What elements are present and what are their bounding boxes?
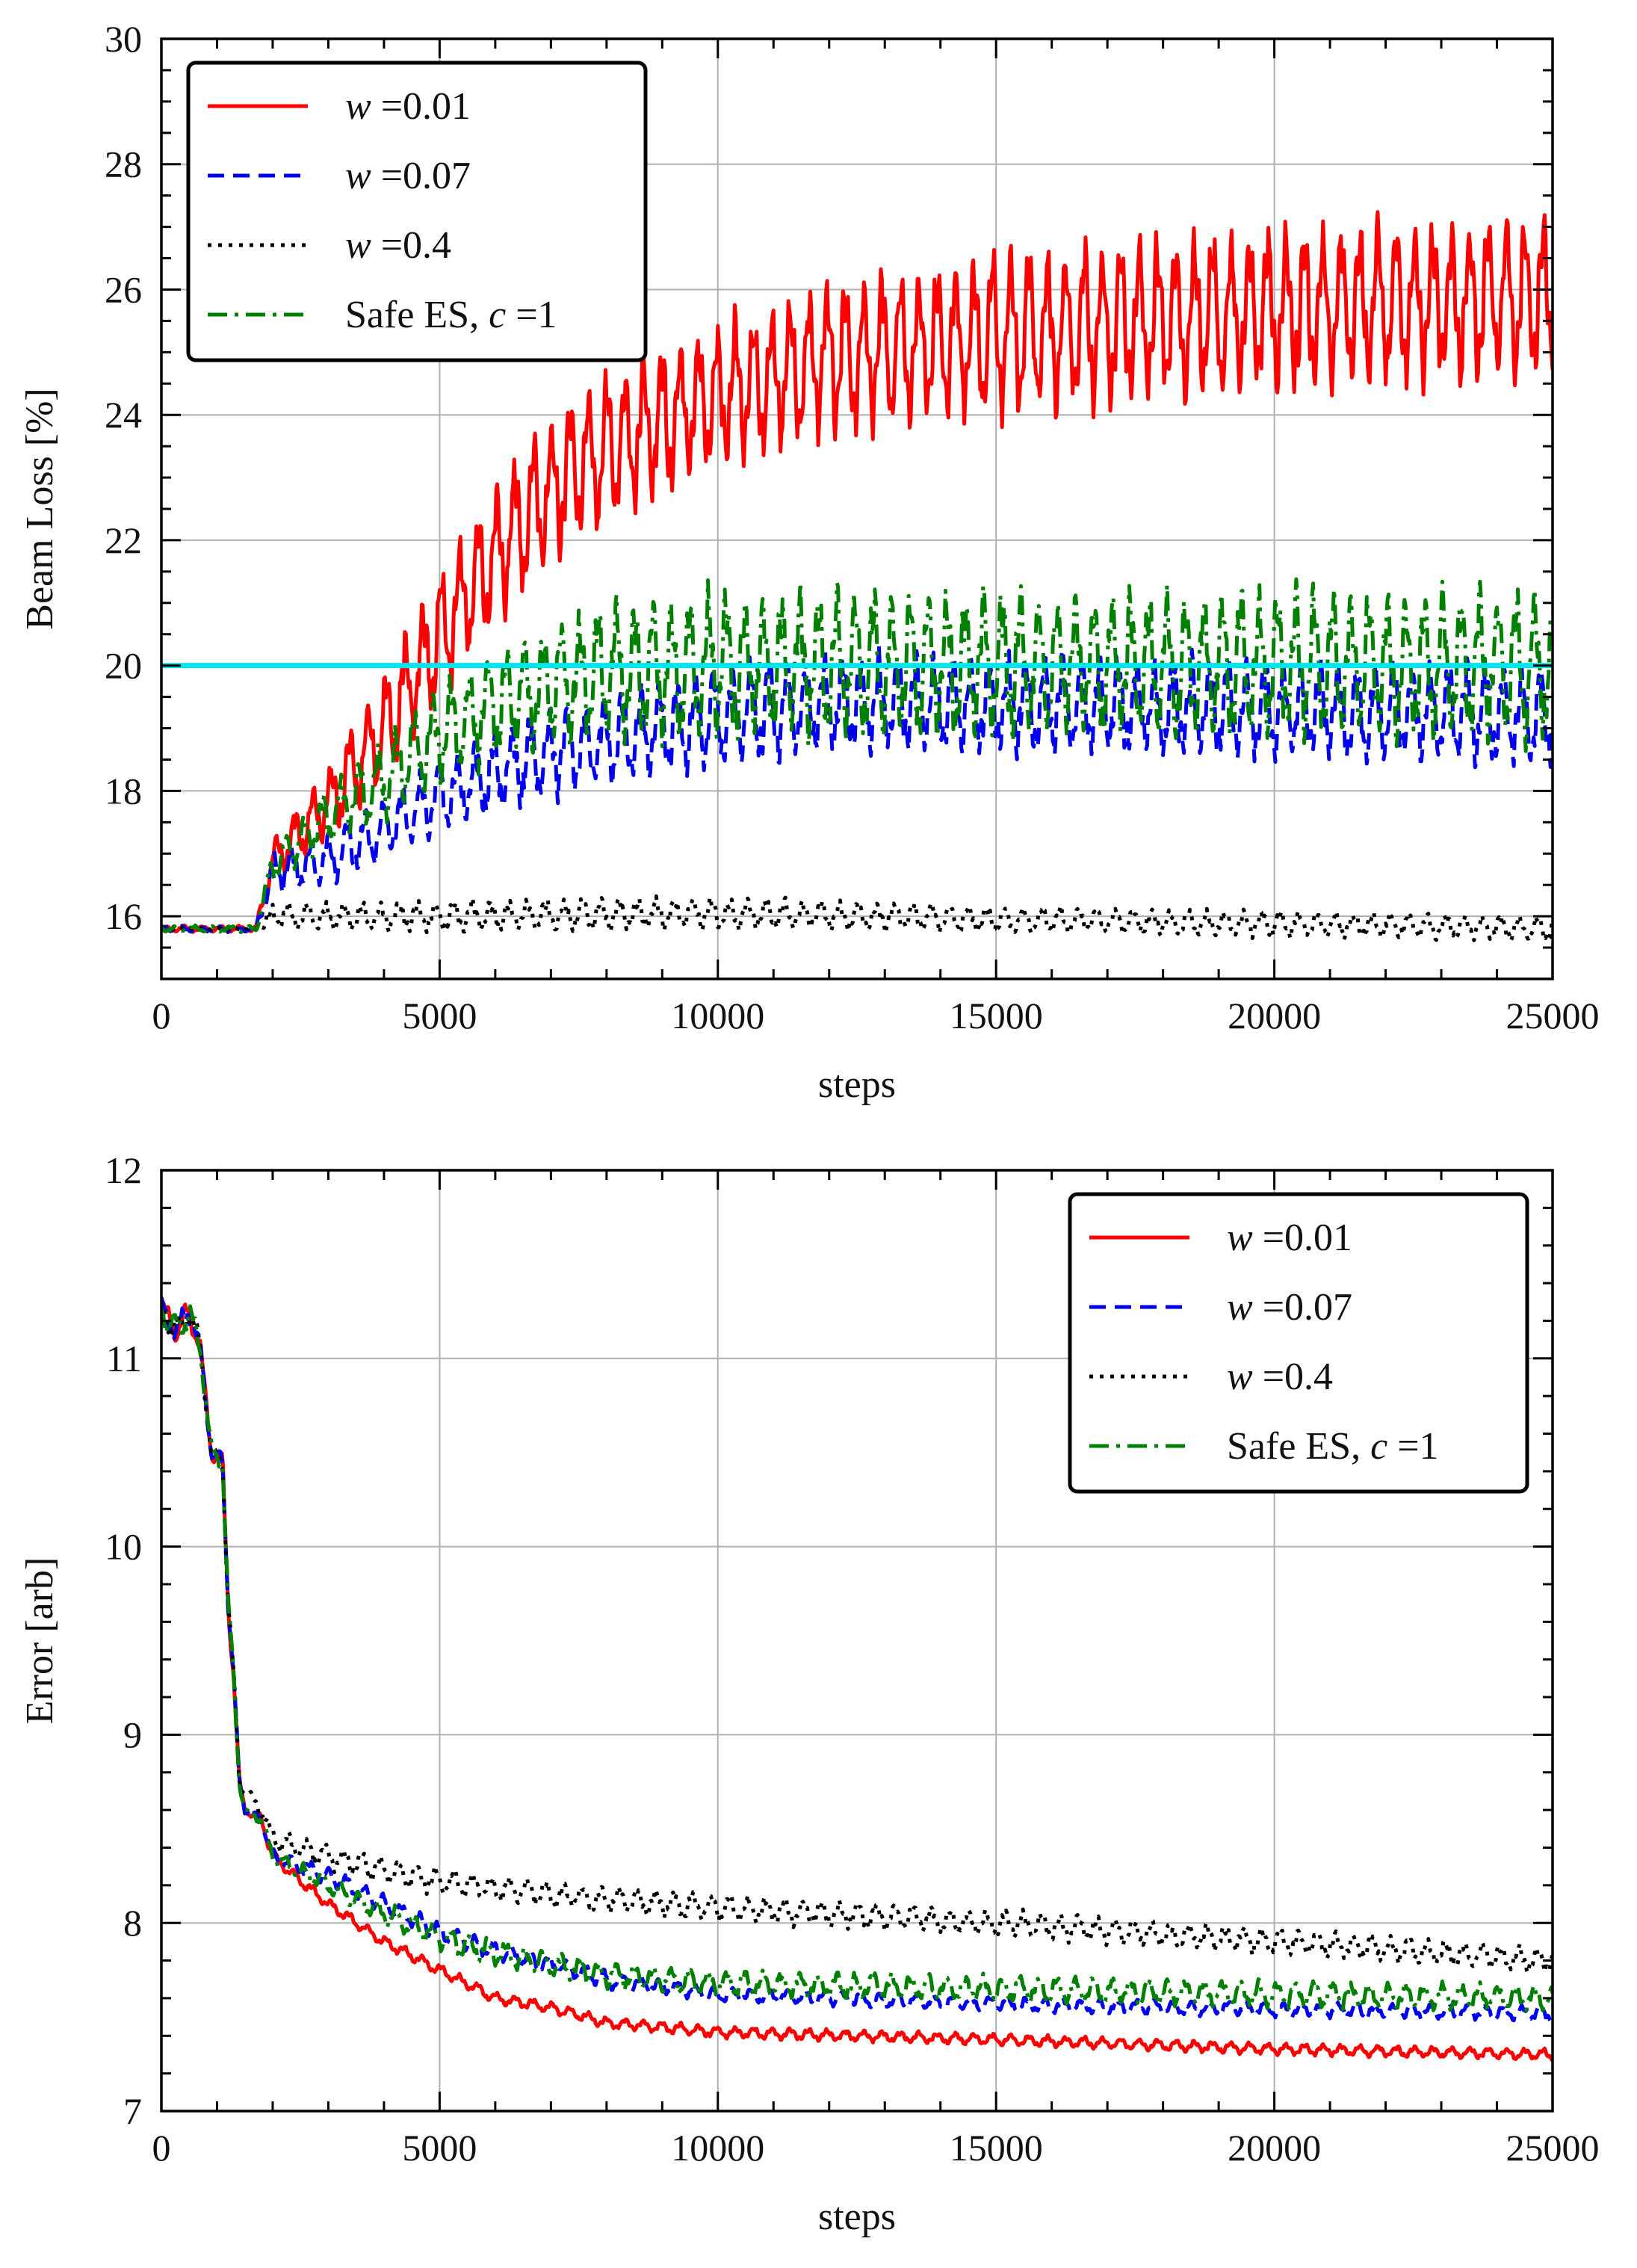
y-axis-label: Error [arb] [19,1557,61,1725]
legend-label: Safe ES, c =1 [345,294,557,336]
y-tick-label: 18 [105,770,142,812]
y-tick-label: 12 [105,1149,142,1191]
error-chart: 0 5000 10000 15000 20000 25000 7 8 9 10 11 12 steps E… [19,1149,1600,2238]
y-tick-label: 9 [123,1714,142,1755]
x-tick-label: 5000 [402,995,477,1036]
legend-label: w =0.01 [345,85,471,128]
legend-label: w =0.4 [1227,1356,1333,1398]
series-line-3 [161,1304,1553,2012]
x-tick-label: 20000 [1228,2127,1321,2169]
beam-loss-chart: 0 5000 10000 15000 20000 25000 16 18 20 22 24 26 28 3… [19,18,1600,1106]
legend-box [1068,1192,1529,1494]
y-axis-label: Beam Loss [%] [19,388,61,629]
series-group [161,1297,1553,2062]
x-tick-label: 0 [152,995,171,1036]
y-tick-label: 16 [105,895,142,937]
series-line-0 [161,1301,1553,2062]
x-tick-label: 10000 [671,2127,764,2169]
y-tick-label: 22 [105,519,142,561]
legend: w =0.01 w =0.07 w =0.4 Safe ES, c =1 [1068,1192,1529,1494]
axes-frame [160,1169,1554,2113]
legend-label: w =0.07 [1227,1286,1352,1329]
x-tick-label: 25000 [1506,995,1600,1036]
x-tick-label: 5000 [402,2127,477,2169]
legend: w =0.01 w =0.07 w =0.4 Safe ES, c =1 [186,61,648,362]
legend-label: w =0.01 [1227,1217,1352,1259]
ticks [160,37,1554,980]
y-tick-label: 24 [105,394,142,436]
x-tick-label: 10000 [671,995,764,1036]
x-tick-label: 0 [152,2127,171,2169]
series-line-2 [161,894,1553,943]
x-tick-label: 15000 [950,2127,1043,2169]
x-tick-label: 20000 [1228,995,1321,1036]
y-tick-label: 8 [123,1902,142,1944]
legend-label: w =0.4 [345,224,451,267]
y-tick-label: 7 [123,2090,142,2132]
x-tick-label: 25000 [1506,2127,1600,2169]
legend-label: w =0.07 [345,155,471,197]
legend-label: Safe ES, c =1 [1227,1425,1439,1468]
y-tick-label: 30 [105,18,142,60]
y-tick-label: 26 [105,268,142,310]
ticks [160,1169,1554,2113]
y-tick-label: 20 [105,645,142,687]
series-line-3 [161,577,1553,934]
x-axis-label: steps [818,1063,896,1106]
legend-box [186,61,648,362]
x-tick-label: 15000 [950,995,1043,1036]
y-tick-label: 10 [105,1526,142,1568]
x-axis-label: steps [818,2196,896,2238]
y-tick-label: 28 [105,143,142,185]
y-tick-label: 11 [106,1338,142,1379]
